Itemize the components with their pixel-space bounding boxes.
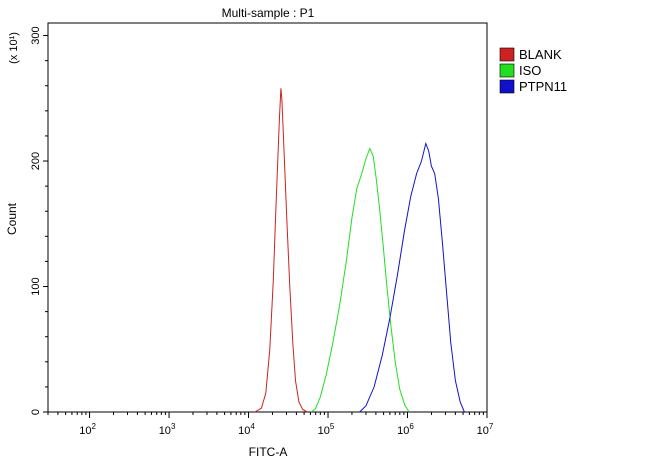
legend-swatch-iso <box>499 63 515 78</box>
legend-swatch-ptpn11 <box>499 79 515 94</box>
x-ticks: 102 103 104 105 106 107 <box>47 412 494 437</box>
legend-label-iso: ISO <box>519 63 541 78</box>
y-axis-label-text: Count <box>5 202 19 235</box>
legend-label-ptpn11: PTPN11 <box>519 79 567 94</box>
y-tick-label-text: 100 <box>30 277 42 295</box>
series-lines <box>254 88 465 413</box>
plot-frame <box>47 22 488 413</box>
y-axis-label: Count <box>5 202 19 235</box>
y-tick-label-text: 200 <box>30 152 42 170</box>
legend-label-blank: BLANK <box>519 47 562 62</box>
chart-title: Multi-sample : P1 <box>222 6 315 20</box>
y-tick-label: 200 <box>30 152 42 170</box>
x-tick-label: 102 <box>79 422 96 437</box>
x-tick-label: 104 <box>238 422 255 437</box>
x-axis-label: FITC-A <box>249 445 288 458</box>
y-scale-note-text: (x 10¹) <box>8 32 20 64</box>
y-tick-label-text: 0 <box>30 409 42 415</box>
y-tick-label-text: 300 <box>30 26 42 44</box>
y-ticks: 0 100 200 300 <box>30 26 48 415</box>
y-tick-label: 0 <box>30 409 42 415</box>
y-tick-label: 100 <box>30 277 42 295</box>
series-line-blank <box>254 88 308 413</box>
x-tick-label: 103 <box>159 422 176 437</box>
y-tick-label: 300 <box>30 26 42 44</box>
legend-swatch-blank <box>499 47 515 62</box>
series-line-iso <box>311 147 410 413</box>
y-scale-note: (x 10¹) <box>8 32 20 64</box>
x-tick-label: 106 <box>397 422 414 437</box>
x-tick-label: 107 <box>477 422 494 437</box>
series-line-ptpn11 <box>359 141 465 413</box>
x-tick-label: 105 <box>318 422 335 437</box>
